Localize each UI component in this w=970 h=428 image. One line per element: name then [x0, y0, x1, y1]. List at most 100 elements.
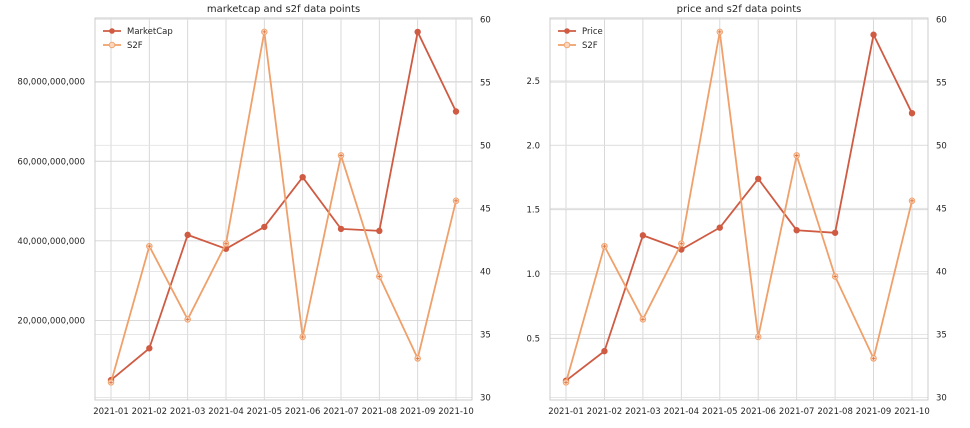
data-point-star	[262, 30, 267, 34]
data-point	[831, 229, 839, 236]
x-tick-label: 2021-06	[285, 407, 321, 417]
data-point	[639, 232, 647, 239]
data-point	[299, 173, 306, 181]
x-tick-label: 2021-08	[362, 407, 398, 417]
legend: MarketCap S2F	[103, 27, 173, 51]
legend-marker	[564, 28, 570, 34]
data-point-star	[717, 30, 722, 34]
legend-label: S2F	[582, 41, 598, 51]
y-tick-label: 0.5	[526, 334, 540, 344]
data-point	[452, 108, 460, 115]
y-tick-label: 60,000,000,000	[17, 157, 85, 167]
x-tick-label: 2021-01	[93, 407, 129, 417]
y2-tick-label: 55	[936, 78, 947, 88]
data-point	[601, 347, 608, 355]
data-point-star	[377, 274, 382, 279]
y-tick-label: 2.5	[526, 77, 540, 87]
y-tick-label: 1.5	[526, 206, 540, 216]
data-point	[376, 227, 383, 235]
plot-frame	[549, 17, 929, 401]
data-point	[870, 31, 877, 38]
y-tick-label: 2.0	[526, 141, 540, 151]
data-point-star	[679, 241, 684, 246]
x-tick-label: 2021-03	[625, 407, 661, 417]
y2-tick-label: 50	[480, 141, 491, 151]
data-point	[716, 224, 723, 231]
legend-marker	[109, 28, 115, 34]
data-point	[337, 225, 345, 233]
x-tick-label: 2021-07	[779, 407, 815, 417]
series-line-2	[565, 30, 913, 383]
data-point	[146, 345, 153, 352]
x-tick-label: 2021-04	[208, 407, 244, 417]
data-point-star	[224, 241, 228, 246]
data-point-star	[910, 199, 914, 203]
x-tick-label: 2021-10	[894, 407, 930, 417]
y2-tick-label: 30	[480, 393, 491, 403]
y-tick-label: 80,000,000,000	[17, 78, 85, 88]
legend-marker	[108, 41, 116, 49]
data-point-star	[871, 356, 876, 361]
x-tick-label: 2021-07	[323, 407, 359, 417]
data-point-star	[564, 380, 568, 385]
data-point	[414, 28, 421, 36]
y2-tick-label: 45	[480, 204, 491, 214]
y2-tick-label: 40	[480, 267, 491, 277]
y2-tick-label: 40	[936, 267, 947, 277]
chart-panel-1: marketcap and s2f data points 20,000,000,…	[17, 4, 490, 417]
x-tick-label: 2021-03	[170, 407, 206, 417]
data-point	[184, 231, 191, 239]
x-tick-label: 2021-09	[856, 407, 892, 417]
x-tick-label: 2021-05	[247, 407, 283, 417]
legend: Price S2F	[558, 27, 603, 51]
x-tick-label: 2021-05	[702, 407, 738, 417]
data-point	[755, 175, 762, 182]
data-point-star	[185, 317, 190, 322]
data-point-star	[454, 199, 458, 203]
data-point-star	[641, 317, 645, 322]
data-point-star	[300, 335, 305, 339]
data-point	[261, 223, 268, 231]
y2-tick-label: 30	[936, 393, 947, 403]
data-point-star	[602, 244, 607, 248]
x-tick-label: 2021-04	[664, 407, 700, 417]
series-line-1	[565, 33, 913, 382]
y2-tick-label: 35	[936, 330, 947, 340]
legend-label: S2F	[127, 41, 143, 51]
data-point	[793, 227, 800, 234]
y2-tick-label: 60	[936, 15, 947, 25]
data-point-star	[415, 356, 420, 361]
chart-title: marketcap and s2f data points	[207, 4, 360, 15]
y-tick-label: 1.0	[526, 270, 540, 280]
x-tick-label: 2021-01	[548, 407, 584, 417]
series-line-2	[110, 30, 457, 383]
x-tick-label: 2021-08	[817, 407, 853, 417]
y2-tick-label: 35	[480, 330, 491, 340]
data-point	[908, 109, 916, 117]
legend-label: Price	[582, 27, 603, 37]
series-line-1	[110, 31, 457, 381]
data-point-star	[833, 274, 837, 279]
legend-label: MarketCap	[127, 27, 173, 37]
data-point-star	[109, 380, 113, 385]
y-tick-label: 40,000,000,000	[17, 237, 85, 247]
chart-title: price and s2f data points	[677, 4, 802, 15]
data-point-star	[147, 244, 152, 248]
x-tick-label: 2021-09	[400, 407, 436, 417]
chart-panel-2: price and s2f data points 0.5 1.0 1.5 2.0 2.5…	[526, 4, 946, 417]
data-point-star	[756, 335, 761, 339]
y2-tick-label: 55	[480, 78, 491, 88]
x-tick-label: 2021-02	[587, 407, 623, 417]
data-point-star	[794, 153, 799, 158]
plot-frame	[94, 17, 473, 401]
y2-tick-label: 60	[480, 15, 491, 25]
data-point-star	[339, 153, 343, 158]
x-tick-label: 2021-10	[438, 407, 474, 417]
y2-tick-label: 45	[936, 204, 947, 214]
y-tick-label: 20,000,000,000	[17, 316, 85, 326]
x-tick-label: 2021-02	[132, 407, 168, 417]
x-tick-label: 2021-06	[740, 407, 776, 417]
y2-tick-label: 50	[936, 141, 947, 151]
legend-marker	[563, 41, 571, 49]
